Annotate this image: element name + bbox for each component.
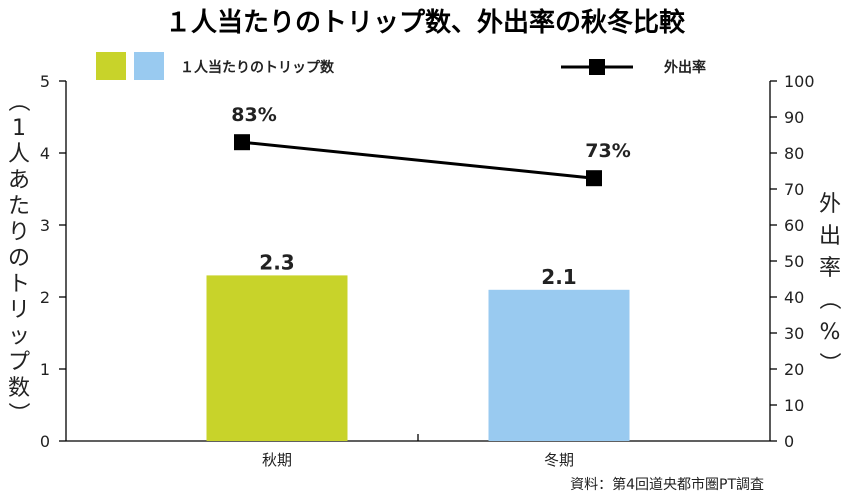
right-tick-label: 80 [784, 144, 804, 163]
right-axis-label-char: （ [816, 288, 841, 310]
left-axis-label-char: リ [8, 298, 30, 323]
legend-line-label: 外出率 [664, 59, 706, 76]
left-tick-label: 5 [40, 72, 50, 91]
left-axis-label-char: の [8, 246, 30, 271]
left-axis-label-char: ト [8, 272, 30, 297]
right-axis-label: 外出率 （% ） [816, 192, 841, 374]
category-label: 秋期 [262, 451, 292, 469]
right-tick-label: 100 [784, 72, 815, 91]
left-axis-label-char: （ [5, 90, 30, 112]
right-tick-label: 50 [784, 252, 804, 271]
right-axis-ticks: 0 10 20 30 40 50 60 70 80 90 100 [770, 72, 815, 451]
left-tick-label: 1 [40, 360, 50, 379]
legend-swatch-autumn [96, 52, 126, 80]
right-tick-label: 10 [784, 396, 804, 415]
left-tick-label: 2 [40, 288, 50, 307]
source-note: 資料：第4回道央都市圏PT調査 [570, 476, 764, 493]
left-axis-label-char: ッ [8, 324, 30, 349]
right-tick-label: 0 [784, 432, 794, 451]
right-tick-label: 30 [784, 324, 804, 343]
right-axis-label-char: % [820, 320, 841, 345]
right-axis-label-char: ） [816, 352, 841, 374]
outing-rate-line [241, 140, 595, 180]
left-axis-label-char: 人 [8, 142, 30, 167]
legend-line-marker [589, 59, 605, 75]
legend-bars-label: １人当たりのトリップ数 [180, 59, 335, 76]
left-axis-label-char: ） [5, 402, 30, 424]
bar-winter [488, 289, 630, 441]
line-value-label: 83% [231, 104, 276, 126]
line-series: 83% 73% [231, 104, 631, 187]
line-point-marker [234, 134, 250, 151]
right-tick-label: 60 [784, 216, 804, 235]
chart-title: １人当たりのトリップ数、外出率の秋冬比較 [165, 7, 686, 38]
category-labels: 秋期 冬期 [262, 451, 574, 469]
bar-autumn [206, 275, 348, 441]
left-tick-label: 0 [40, 432, 50, 451]
bar-value-label: 2.1 [541, 265, 576, 289]
legend-swatch-winter [134, 52, 164, 80]
category-label: 冬期 [544, 451, 574, 469]
line-value-label: 73% [585, 140, 630, 162]
left-tick-label: 3 [40, 216, 50, 235]
right-tick-label: 40 [784, 288, 804, 307]
left-tick-label: 4 [40, 144, 50, 163]
left-axis-ticks: 0 1 2 3 4 5 [40, 72, 66, 451]
left-axis-label-char: あ [8, 168, 30, 193]
right-tick-label: 90 [784, 108, 804, 127]
line-point-marker [586, 170, 602, 187]
legend: １人当たりのトリップ数 外出率 [96, 52, 706, 80]
right-axis-label-char: 率 [819, 256, 841, 281]
right-tick-label: 70 [784, 180, 804, 199]
left-axis-label-char: プ [8, 350, 30, 375]
bar-value-label: 2.3 [259, 250, 294, 274]
left-axis-label-char: り [8, 220, 30, 245]
left-axis-label-char: 1 [12, 116, 26, 141]
left-axis-label-char: 数 [8, 376, 30, 401]
right-tick-label: 20 [784, 360, 804, 379]
axes [65, 81, 771, 442]
left-axis-label-char: た [8, 194, 30, 219]
right-axis-label-char: 外 [819, 192, 841, 217]
bars: 2.3 2.1 [206, 250, 630, 441]
right-axis-label-char: 出 [819, 224, 841, 249]
